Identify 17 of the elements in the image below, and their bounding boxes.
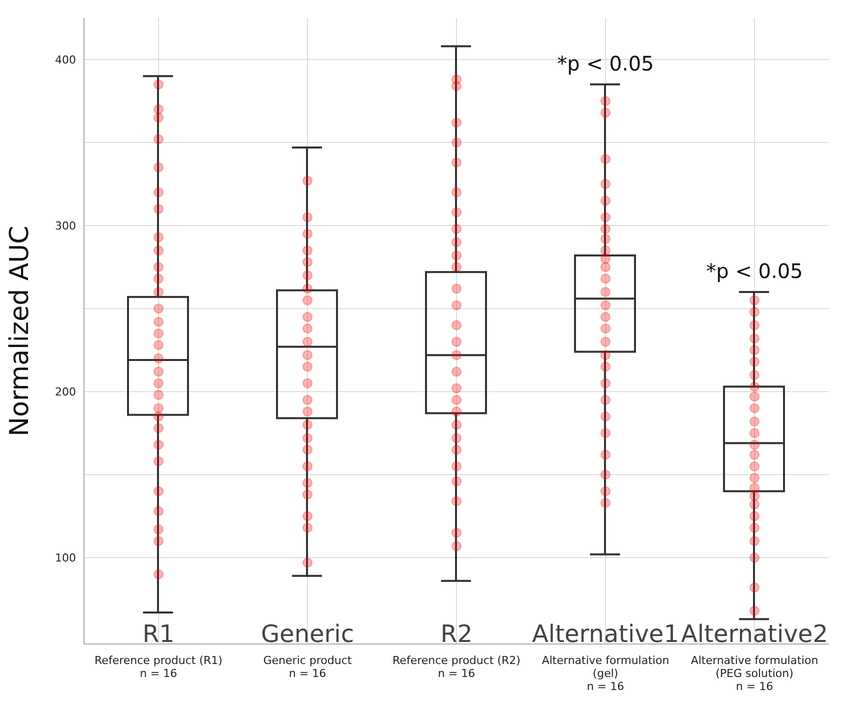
annotation: Alternative1 [532, 620, 679, 648]
annotation: Generic [260, 620, 354, 648]
y-tick-label: 400 [55, 53, 76, 66]
annotation: R1 [142, 620, 174, 648]
annotation: *p < 0.05 [706, 258, 803, 283]
x-tick-label: Reference product (R2) n = 16 [392, 654, 520, 680]
annotation: R2 [440, 620, 472, 648]
y-tick-label: 100 [55, 552, 76, 565]
x-tick-label: Reference product (R1) n = 16 [94, 654, 222, 680]
y-tick-label: 300 [55, 219, 76, 232]
y-axis-title: Normalized AUC [5, 226, 36, 436]
annotation: *p < 0.05 [557, 51, 654, 76]
x-tick-label: Generic product n = 16 [263, 654, 352, 680]
x-tick-label: Alternative formulation (gel) n = 16 [542, 654, 670, 693]
y-tick-label: 200 [55, 386, 76, 399]
x-tick-label: Alternative formulation (PEG solution) n = 16 [690, 654, 818, 693]
annotation: Alternative2 [681, 620, 828, 648]
